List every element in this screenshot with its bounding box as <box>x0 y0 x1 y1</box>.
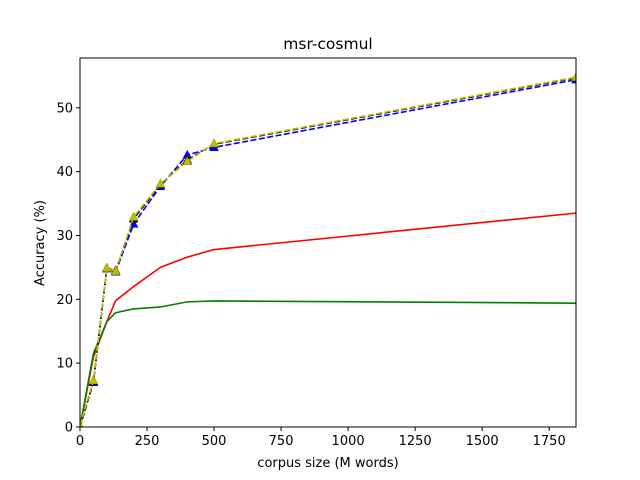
x-tick-label-2: 250 <box>135 434 160 449</box>
series-5 <box>80 72 576 427</box>
y-tick-label-6: 50 <box>56 101 73 116</box>
series-5-marker-5 <box>128 211 139 221</box>
x-axis-label: corpus size (M words) <box>257 456 398 471</box>
series-layer <box>80 72 576 427</box>
x-tick-label-4: 750 <box>269 434 294 449</box>
series-5-marker-2 <box>88 375 99 385</box>
series-5-marker-1 <box>80 420 84 427</box>
y-axis-label: Accuracy (%) <box>33 200 48 286</box>
series-5-marker-4 <box>110 266 121 275</box>
axes-layer: 0 250 500 750 1000 1250 1500 1750 0 10 20 30 40 50 <box>56 57 577 449</box>
chart-title: msr-cosmul <box>283 35 372 53</box>
y-tick-label-4: 30 <box>56 229 73 244</box>
x-tick-label-1: 0 <box>76 434 84 449</box>
x-tick-label-5: 1000 <box>332 434 365 449</box>
x-tick-label-8: 1750 <box>533 434 566 449</box>
x-tick-label-6: 1250 <box>399 434 432 449</box>
x-tick-label-3: 500 <box>202 434 227 449</box>
series-5-marker-9 <box>571 72 576 81</box>
y-tick-label-2: 10 <box>56 357 73 372</box>
y-tick-label-1: 0 <box>65 421 73 436</box>
series-1 <box>80 212 576 427</box>
series-5-marker-7 <box>182 156 193 166</box>
plot-frame <box>79 57 577 428</box>
x-tick-label-7: 1500 <box>466 434 499 449</box>
y-tick-label-3: 20 <box>56 293 73 308</box>
series-5-marker-6 <box>155 178 166 188</box>
series-5-marker-3 <box>102 262 112 272</box>
series-1-line <box>80 212 576 427</box>
y-tick-label-5: 40 <box>56 165 73 180</box>
series-5-marker-8 <box>209 138 219 148</box>
